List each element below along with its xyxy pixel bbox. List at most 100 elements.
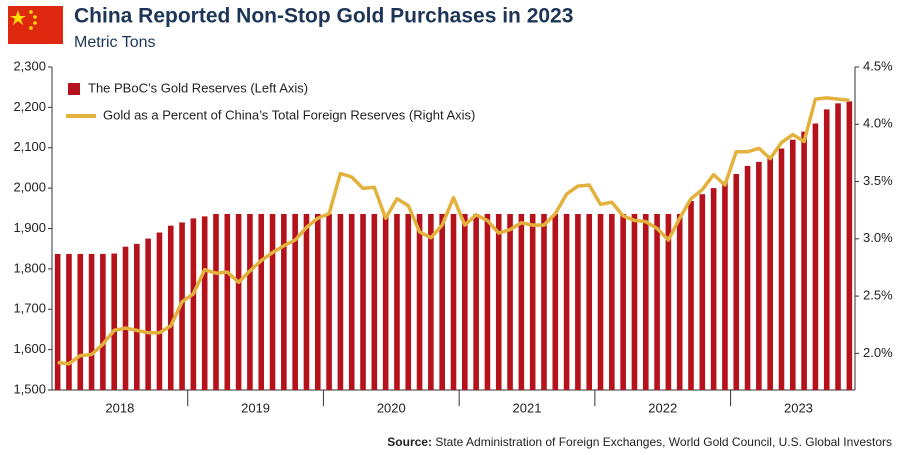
bar: [767, 156, 773, 390]
bar: [710, 188, 717, 390]
y-tick-label: 2,300: [13, 58, 46, 73]
bar: [642, 213, 649, 390]
bar: [462, 213, 468, 390]
bar: [563, 213, 570, 390]
bar: [823, 109, 830, 391]
bar: [145, 238, 151, 390]
y-tick-label: 1,900: [13, 220, 46, 235]
bar: [812, 123, 819, 391]
source: Source: State Administration of Foreign …: [387, 435, 892, 449]
bar: [314, 213, 321, 390]
bar: [292, 213, 298, 390]
x-tick-label: 2023: [784, 400, 813, 415]
bar: [213, 213, 219, 390]
y-tick-label: 2,000: [13, 180, 46, 195]
bar: [54, 253, 61, 390]
bar: [134, 243, 140, 390]
y2-tick-label: 4.5%: [863, 58, 893, 73]
x-tick-label: 2019: [241, 400, 270, 415]
bar: [495, 213, 502, 390]
bar: [654, 213, 660, 390]
bar: [439, 213, 445, 390]
bar: [801, 131, 807, 390]
bar: [676, 213, 683, 390]
bar: [620, 213, 626, 390]
bar: [405, 213, 412, 390]
bar: [326, 213, 332, 390]
x-tick-label: 2020: [377, 400, 406, 415]
legend-label: Gold as a Percent of China’s Total Forei…: [103, 107, 475, 122]
bar: [360, 213, 366, 390]
y-tick-label: 2,200: [13, 99, 46, 114]
bar: [156, 232, 163, 390]
bar: [733, 173, 740, 390]
bar: [111, 253, 118, 390]
bar: [846, 101, 853, 390]
bar: [428, 213, 434, 390]
x-tick-label: 2022: [648, 400, 677, 415]
x-tick-label: 2018: [105, 400, 134, 415]
bar: [778, 148, 785, 390]
bar: [100, 253, 106, 390]
bar: [586, 213, 593, 390]
source-text: State Administration of Foreign Exchange…: [435, 435, 892, 449]
y2-tick-label: 4.0%: [863, 116, 893, 131]
y-tick-label: 1,700: [13, 301, 46, 316]
bar: [529, 213, 536, 390]
bar: [789, 139, 796, 390]
flag: [8, 6, 63, 44]
y-tick-label: 2,100: [13, 139, 46, 154]
legend-swatch: [68, 83, 80, 95]
y2-tick-label: 3.5%: [863, 173, 893, 188]
line: [57, 96, 850, 366]
bar: [269, 213, 276, 390]
bar: [541, 213, 547, 390]
bar: [190, 218, 197, 390]
y2-tick-label: 3.0%: [863, 230, 893, 245]
bar: [394, 213, 400, 390]
chart-title: China Reported Non-Stop Gold Purchases i…: [74, 5, 573, 28]
source-label: Source:: [387, 435, 432, 449]
bar: [382, 213, 389, 390]
bar: [258, 213, 265, 390]
y-tick-label: 1,800: [13, 260, 46, 275]
y-tick-label: 1,600: [13, 341, 46, 356]
bar: [552, 213, 559, 390]
bar: [179, 222, 185, 390]
bar: [167, 225, 174, 390]
bar: [597, 213, 604, 390]
bar: [88, 253, 95, 390]
bar: [416, 213, 423, 390]
bar: [699, 194, 706, 390]
bar: [518, 213, 525, 390]
bar: [688, 201, 694, 390]
bar: [835, 103, 841, 391]
bar: [575, 213, 581, 390]
bar: [507, 213, 513, 390]
bar: [235, 213, 242, 390]
x-tick-label: 2021: [513, 400, 542, 415]
chart-subtitle: Metric Tons: [74, 34, 156, 51]
bar: [348, 213, 355, 390]
bar: [77, 253, 84, 390]
bar: [722, 182, 728, 390]
y-tick-label: 1,500: [13, 381, 46, 396]
bar: [303, 213, 310, 390]
bar: [66, 253, 72, 390]
bar: [201, 216, 208, 390]
bar: [744, 165, 751, 390]
bar: [756, 161, 762, 390]
bar: [665, 213, 672, 390]
bar: [281, 213, 287, 390]
bar: [337, 213, 344, 390]
bar: [609, 213, 615, 390]
bar: [224, 213, 231, 390]
bar: [631, 213, 638, 390]
y2-tick-label: 2.5%: [863, 288, 893, 303]
legend-label: The PBoC’s Gold Reserves (Left Axis): [88, 80, 308, 95]
bar: [122, 246, 129, 390]
bar: [247, 213, 253, 390]
bar: [371, 213, 378, 390]
y2-tick-label: 2.0%: [863, 345, 893, 360]
